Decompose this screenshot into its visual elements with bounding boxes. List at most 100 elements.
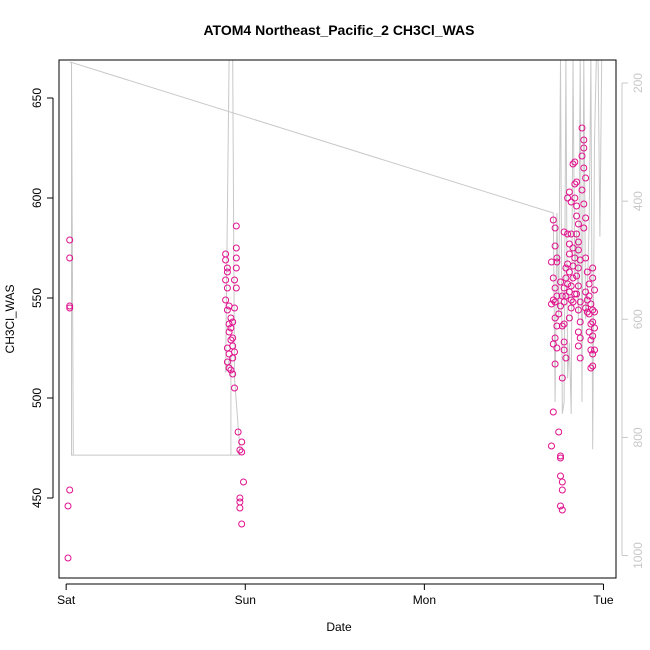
data-point [229, 370, 237, 378]
data-point [573, 212, 581, 220]
data-point [582, 304, 590, 312]
data-point [557, 278, 564, 286]
data-point [582, 214, 590, 222]
data-point [573, 272, 581, 280]
chart-title: ATOM4 Northeast_Pacific_2 CH3Cl_WAS [203, 22, 474, 38]
x-axis-label: Date [326, 620, 352, 634]
data-point [576, 318, 584, 326]
data-point [551, 284, 559, 292]
data-point [223, 284, 231, 292]
data-point [232, 284, 240, 292]
data-point [567, 198, 575, 206]
data-point [557, 502, 564, 510]
data-point [229, 354, 237, 362]
data-point [549, 340, 557, 348]
data-point [222, 250, 230, 258]
data-point [553, 344, 561, 352]
right-y-axis: 200 400 600 800 1000 [621, 73, 645, 569]
data-point [232, 264, 240, 272]
y-tick-label: 650 [30, 88, 44, 108]
data-point [587, 364, 595, 372]
data-point [229, 334, 237, 342]
y-tick-label: 450 [30, 488, 44, 508]
data-point [558, 506, 566, 514]
data-point [222, 296, 230, 304]
data-point [229, 318, 237, 326]
data-point [234, 428, 242, 436]
data-point [562, 354, 570, 362]
data-point [558, 486, 566, 494]
data-point [222, 256, 230, 264]
data-point [551, 242, 559, 250]
data-point [571, 180, 579, 188]
data-point [223, 268, 231, 276]
data-point [582, 288, 590, 296]
data-point [548, 300, 555, 308]
data-point [238, 520, 246, 528]
data-point [553, 254, 561, 262]
x-axis: Sat Sun Mon Tue [57, 583, 614, 607]
data-point [553, 258, 561, 266]
data-point [565, 188, 573, 196]
data-point [585, 280, 593, 288]
right-y-tick-label: 1000 [631, 542, 645, 569]
right-y-tick-label: 200 [631, 73, 645, 93]
data-point [565, 240, 573, 248]
data-point [580, 144, 588, 152]
data-point [564, 280, 572, 288]
data-point [578, 124, 586, 132]
data-point [240, 478, 247, 486]
data-point [548, 442, 555, 450]
data-point [587, 336, 595, 344]
data-point [583, 296, 591, 304]
data-point [223, 306, 231, 314]
data-point [223, 264, 231, 272]
data-point [574, 264, 582, 272]
data-point [549, 274, 557, 282]
data-point [231, 276, 238, 284]
data-point [551, 224, 559, 232]
data-point [567, 230, 575, 238]
data-point [555, 428, 563, 436]
data-point [231, 384, 238, 392]
data-point [582, 174, 590, 182]
data-point [227, 366, 235, 374]
x-tick-label: Sat [57, 593, 76, 607]
data-point [225, 320, 233, 328]
data-point [574, 246, 582, 254]
data-point [571, 158, 579, 166]
data-point [587, 300, 595, 308]
data-point [569, 160, 577, 168]
data-point [569, 298, 577, 306]
data-point [555, 310, 563, 318]
y-tick-label: 600 [30, 188, 44, 208]
data-point [580, 200, 588, 208]
data-point [236, 494, 244, 502]
y-axis: 450 500 550 600 650 [30, 88, 54, 508]
data-point [589, 332, 597, 340]
data-point [64, 502, 72, 510]
data-point [567, 296, 575, 304]
data-point [557, 302, 564, 310]
data-point [583, 268, 591, 276]
data-point [576, 334, 584, 342]
data-point [564, 230, 572, 238]
data-point [66, 486, 74, 494]
data-point [562, 274, 570, 282]
data-point [562, 292, 570, 300]
data-point [560, 346, 568, 354]
data-point [591, 286, 598, 294]
data-point [225, 328, 233, 336]
data-point [580, 136, 588, 144]
y-tick-label: 500 [30, 388, 44, 408]
data-point [232, 254, 240, 262]
data-point [551, 360, 559, 368]
data-point [585, 328, 593, 336]
data-point [236, 446, 244, 454]
data-point [578, 186, 586, 194]
data-point [574, 282, 582, 290]
data-point [553, 292, 561, 300]
data-point [238, 438, 246, 446]
data-point [560, 284, 568, 292]
